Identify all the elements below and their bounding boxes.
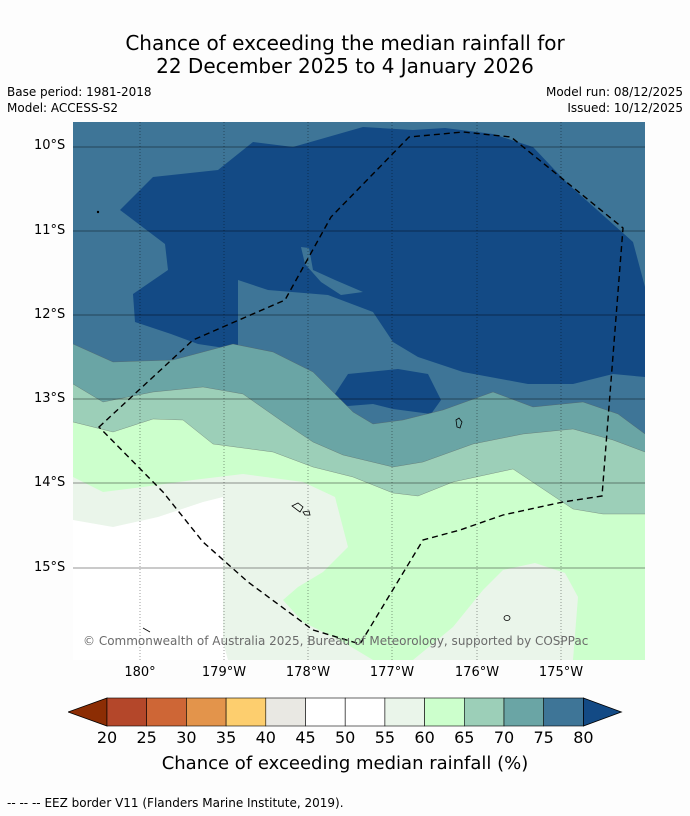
colorbar-extend-high <box>583 697 623 727</box>
issued-date: Issued: 10/12/2025 <box>567 101 683 115</box>
colorbar-segment <box>265 697 306 727</box>
band-75-channel <box>301 247 363 295</box>
lat-label-14S: 14°S <box>34 475 66 490</box>
lon-label-180: 180° <box>124 665 156 680</box>
colorbar-tick-label: 80 <box>573 728 594 747</box>
lon-label-178W: 178°W <box>285 665 331 680</box>
eez-border <box>97 131 624 645</box>
colorbar-tick-label: 20 <box>96 728 118 747</box>
band-45-50 <box>73 497 228 660</box>
lat-label-13S: 13°S <box>34 391 66 406</box>
colorbar-segment <box>503 697 545 727</box>
lat-label-11S: 11°S <box>34 223 66 238</box>
island-15-6S <box>503 615 511 621</box>
colorbar-tick-label: 55 <box>374 728 396 747</box>
band-80 <box>120 127 645 384</box>
island-southwest <box>142 627 151 633</box>
lon-label-179W: 179°W <box>201 665 247 680</box>
contour-lines <box>73 343 645 515</box>
island-14-2S-b <box>302 510 311 516</box>
colorbar <box>68 697 623 727</box>
colorbar-tick-label: 75 <box>533 728 554 747</box>
eez-legend-symbol: -- -- -- <box>7 796 41 810</box>
colorbar-segment <box>344 697 386 727</box>
island-north <box>96 210 100 214</box>
lon-label-175W: 175°W <box>538 665 584 680</box>
model-name: Model: ACCESS-S2 <box>7 101 119 115</box>
lon-label-177W: 177°W <box>369 665 415 680</box>
lon-label-176W: 176°W <box>454 665 500 680</box>
colorbar-tick-label: 25 <box>136 728 157 747</box>
graticule <box>73 122 645 660</box>
colorbar-tick-label: 45 <box>295 728 316 747</box>
colorbar-extend-low <box>68 697 108 727</box>
eez-legend: -- -- -- EEZ border V11 (Flanders Marine… <box>7 796 344 810</box>
colorbar-tick-label: 50 <box>335 728 356 747</box>
contour-fills <box>73 122 645 660</box>
islands <box>96 210 511 633</box>
colorbar-segment <box>543 697 584 727</box>
colorbar-tick-label: 30 <box>176 728 197 747</box>
lat-label-12S: 12°S <box>34 307 66 322</box>
island-14-2S-a <box>291 502 304 513</box>
lat-label-15S: 15°S <box>34 560 66 575</box>
island-13-3S <box>455 417 463 429</box>
eez-legend-text: EEZ border V11 (Flanders Marine Institut… <box>44 796 344 810</box>
model-run: Model run: 08/12/2025 <box>545 85 683 99</box>
colorbar-tick-label: 70 <box>493 728 515 747</box>
colorbar-segment <box>305 697 346 727</box>
colorbar-segment <box>225 697 267 727</box>
colorbar-label: Chance of exceeding median rainfall (%) <box>161 753 529 774</box>
colorbar-segment <box>186 697 227 727</box>
colorbar-tick-label: 40 <box>255 728 276 747</box>
rainfall-map: © Commonwealth of Australia 2025, Bureau… <box>73 122 645 660</box>
colorbar-tick-label: 65 <box>454 728 475 747</box>
colorbar-segment <box>463 697 505 727</box>
colorbar-segment <box>384 697 425 727</box>
map-title-line2: 22 December 2025 to 4 January 2026 <box>156 54 534 78</box>
band-50-55-east <box>413 563 578 660</box>
map-title-line1: Chance of exceeding the median rainfall … <box>125 31 565 55</box>
attribution: © Commonwealth of Australia 2025, Bureau… <box>83 634 588 648</box>
base-period: Base period: 1981-2018 <box>7 85 152 99</box>
colorbar-tick-label: 35 <box>215 728 237 747</box>
lat-label-10S: 10°S <box>34 138 66 153</box>
band-80-blob <box>331 369 441 414</box>
colorbar-segment <box>106 697 148 727</box>
colorbar-segment <box>424 697 465 727</box>
colorbar-segment <box>146 697 187 727</box>
colorbar-tick-label: 60 <box>414 728 435 747</box>
